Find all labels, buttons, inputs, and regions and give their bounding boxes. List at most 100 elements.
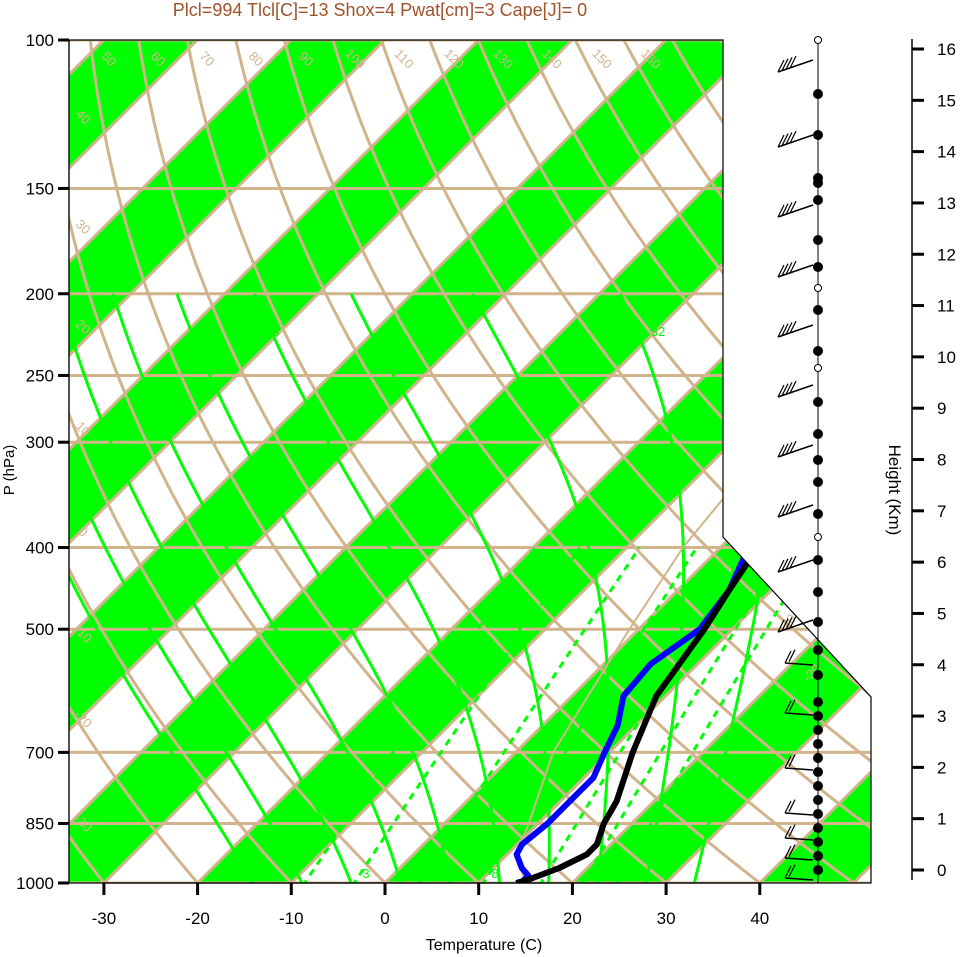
moist-adiabat xyxy=(69,293,268,883)
wind-barb-feather xyxy=(777,559,785,573)
chart-title: Plcl=994 Tlcl[C]=13 Shox=4 Pwat[cm]=3 Ca… xyxy=(173,0,587,20)
wind-barb-feather xyxy=(781,263,789,276)
dry-adiabat xyxy=(765,40,871,883)
wind-level-marker xyxy=(813,851,823,861)
wind-barb-feather xyxy=(785,617,793,630)
wind-level-marker xyxy=(813,429,823,439)
wind-barb-feather xyxy=(777,204,785,218)
dry-adiabat xyxy=(82,40,603,883)
wind-barb-feather xyxy=(784,825,792,839)
isotherm xyxy=(171,40,871,883)
wind-barb-feather xyxy=(777,384,785,398)
wind-barb-feather xyxy=(785,502,793,515)
wind-level-marker xyxy=(813,89,823,99)
isotherm-band xyxy=(547,40,871,883)
y-tick-label: 1000 xyxy=(16,874,54,893)
isotherm xyxy=(69,40,281,883)
isotherm-band xyxy=(172,40,871,883)
wind-barb-feather xyxy=(777,619,785,633)
moist-adiabat xyxy=(175,293,456,883)
y-tick-label: 850 xyxy=(26,814,54,833)
x-tick-label: -10 xyxy=(279,909,304,928)
y-tick-label: 700 xyxy=(26,743,54,762)
wind-barb-feather xyxy=(788,649,796,662)
isotherm-band xyxy=(69,40,467,883)
mixing-ratio-label: 24 xyxy=(441,324,455,339)
x-tick-label: 0 xyxy=(380,909,389,928)
wind-level-marker xyxy=(813,670,823,680)
wind-level-marker xyxy=(813,725,823,735)
wind-barb xyxy=(784,812,814,816)
dry-adiabat xyxy=(401,40,871,883)
height-tick-label: 10 xyxy=(937,348,956,367)
mixing-ratio-label: 12 xyxy=(191,324,205,339)
wind-barb-feather xyxy=(777,134,785,148)
wind-level-marker xyxy=(813,865,823,875)
wind-barb-feather xyxy=(781,383,789,396)
dry-adiabat xyxy=(69,40,316,883)
isotherm xyxy=(546,40,871,883)
moist-adiabat xyxy=(618,293,686,883)
wind-barb-feather xyxy=(785,322,793,335)
wind-barb xyxy=(777,324,814,338)
height-tick-label: 12 xyxy=(937,245,956,264)
wind-barb-feather xyxy=(784,865,792,879)
wind-level-marker xyxy=(813,809,823,819)
wind-barb xyxy=(777,59,814,73)
left-isotherm-label: 30 xyxy=(73,216,94,237)
x-tick-label: 30 xyxy=(657,909,676,928)
x-axis-label: Temperature (C) xyxy=(426,937,542,954)
mixing-ratio-line xyxy=(467,546,699,883)
wind-level-marker xyxy=(813,262,823,272)
wind-barb xyxy=(784,857,814,861)
wind-barb xyxy=(784,712,814,716)
height-tick-label: 8 xyxy=(937,451,946,470)
wind-barb-feather xyxy=(788,799,796,812)
wind-barb-feather xyxy=(777,264,785,278)
dry-adiabat xyxy=(69,40,412,883)
wind-level-marker xyxy=(813,509,823,519)
mixing-ratio-label: 8 xyxy=(491,866,498,881)
wind-level-marker xyxy=(813,767,823,777)
isotherm xyxy=(69,40,374,883)
wind-level-marker xyxy=(814,533,822,541)
wind-barb-feather xyxy=(789,320,797,334)
wind-barb xyxy=(777,504,814,518)
mixing-ratio-label: 3 xyxy=(362,866,369,881)
wind-barb xyxy=(784,877,814,881)
wind-level-marker xyxy=(814,364,822,372)
wind-barb-feather xyxy=(781,618,789,631)
x-tick-label: 10 xyxy=(469,909,488,928)
wind-level-marker xyxy=(813,346,823,356)
isotherm-band xyxy=(69,40,842,883)
isotherm-label: 0 xyxy=(729,459,745,475)
wind-barb xyxy=(784,662,814,666)
wind-level-marker xyxy=(813,397,823,407)
height-tick-label: 11 xyxy=(937,297,955,316)
wind-barb-feather xyxy=(785,442,793,455)
height-tick-label: 2 xyxy=(937,758,946,777)
wind-level-marker xyxy=(813,795,823,805)
wind-barb xyxy=(777,264,814,278)
y-tick-label: 300 xyxy=(26,433,54,452)
wind-barb-feather xyxy=(789,380,797,394)
dry-adiabat xyxy=(446,40,871,883)
wind-barb-feather xyxy=(789,130,797,144)
height-tick-label: 6 xyxy=(937,553,946,572)
wind-level-marker xyxy=(813,697,823,707)
wind-barb-feather xyxy=(789,440,797,454)
dry-adiabat xyxy=(128,40,698,883)
wind-level-marker xyxy=(813,711,823,721)
moist-adiabat xyxy=(471,293,611,883)
wind-barbs xyxy=(777,36,823,883)
wind-barb-feather xyxy=(781,323,789,336)
wind-barb-feather xyxy=(788,754,796,767)
height-tick-label: 3 xyxy=(937,707,946,726)
wind-barb-feather xyxy=(781,203,789,216)
x-tick-label: 20 xyxy=(563,909,582,928)
wind-barb-feather xyxy=(777,59,785,73)
wind-barb-feather xyxy=(781,58,789,71)
moist-adiabat xyxy=(349,293,551,883)
dry-adiabat xyxy=(264,40,871,883)
